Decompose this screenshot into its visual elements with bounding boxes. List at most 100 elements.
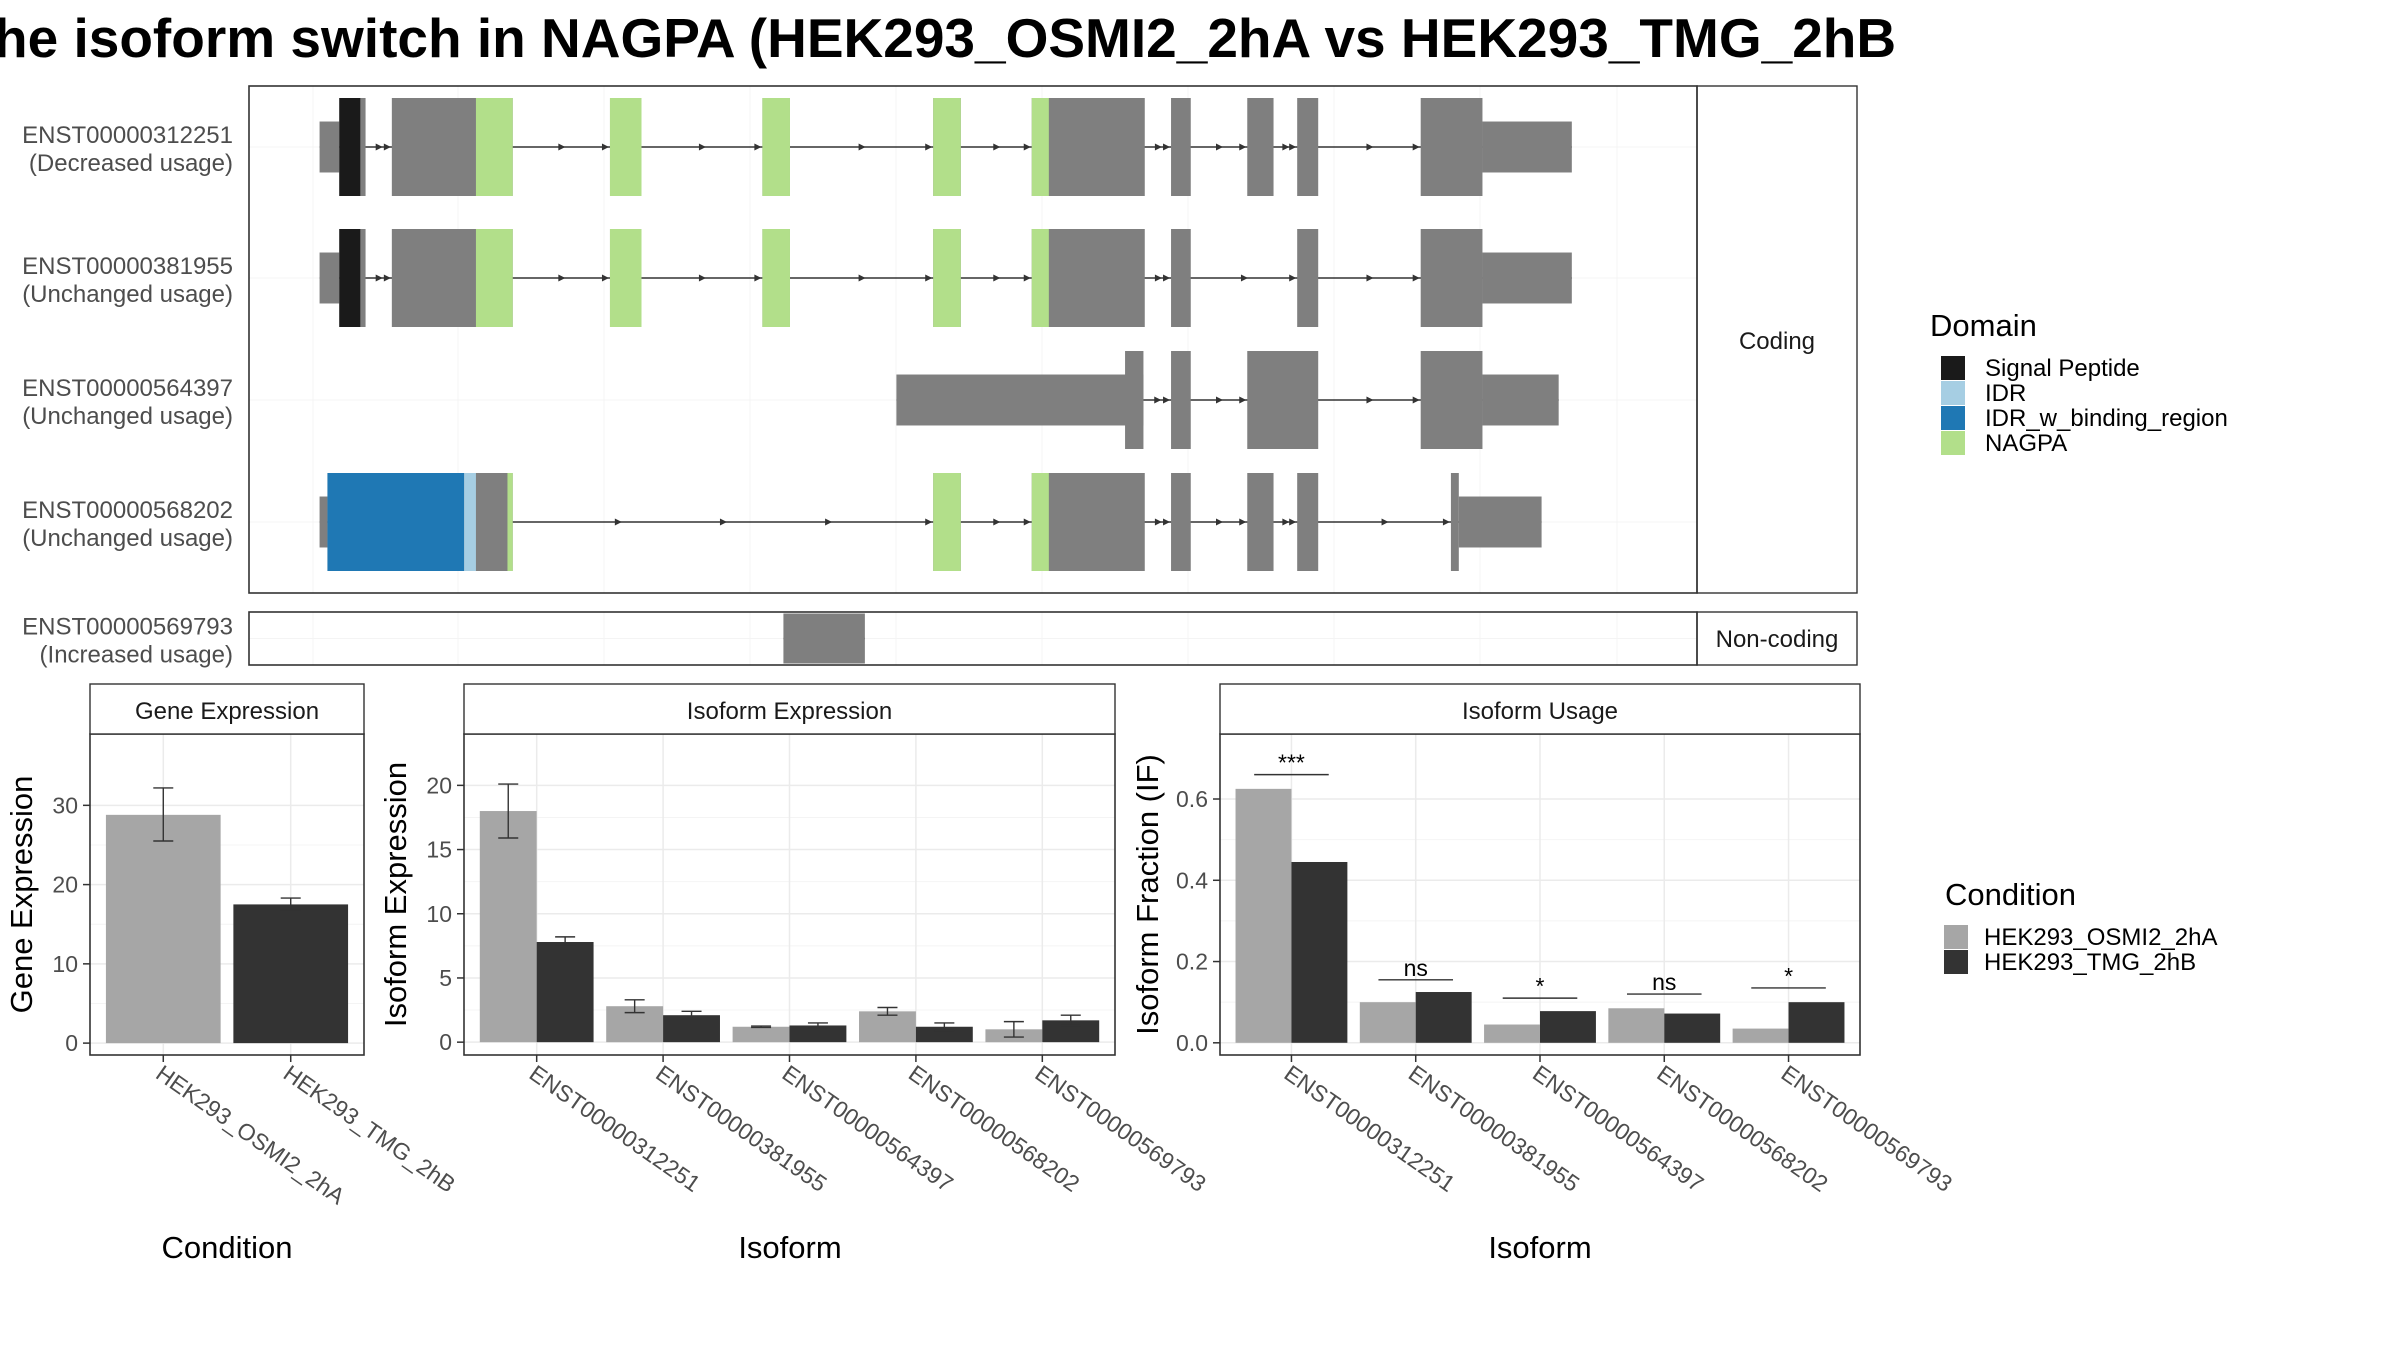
- intron-arrow: [993, 143, 1001, 151]
- utr-exon: [1482, 374, 1559, 426]
- coding-exon: [1031, 229, 1145, 327]
- intron-arrow: [1163, 518, 1171, 526]
- y-tick-label: 10: [426, 901, 452, 927]
- transcript-usage-label: (Unchanged usage): [22, 525, 233, 552]
- bar-HEK293_TMG_2hB: [1540, 1011, 1596, 1043]
- intron-arrow: [825, 518, 833, 526]
- transcript-usage-label: (Decreased usage): [29, 150, 233, 177]
- strip-title-box: [89, 683, 365, 735]
- significance-label: ns: [1652, 969, 1676, 995]
- intron-arrow: [1023, 518, 1031, 526]
- significance-label: *: [1536, 973, 1545, 999]
- intron-arrow: [1282, 518, 1290, 526]
- coding-exon: [1171, 473, 1191, 571]
- legend-label-idr: IDR: [1985, 380, 2026, 407]
- intron-arrow: [375, 274, 383, 282]
- intron-arrow: [993, 274, 1001, 282]
- y-axis-title: Isoform Expression: [378, 762, 413, 1027]
- x-axis-title: Isoform: [738, 1230, 841, 1265]
- domain-nagpa: [762, 98, 790, 196]
- legend-swatch-condition-b: [1944, 950, 1968, 974]
- transcript-id-label: ENST00000564397: [22, 375, 233, 402]
- intron-arrow: [1412, 274, 1420, 282]
- domain-nagpa: [1031, 98, 1049, 196]
- chart-title: Isoform Usage: [1462, 698, 1618, 725]
- strip-title-box: [463, 683, 1116, 735]
- coding-exon: [1171, 351, 1191, 449]
- y-tick-label: 5: [439, 965, 452, 991]
- transcript-id-label: ENST00000568202: [22, 497, 233, 524]
- utr-exon: [319, 252, 340, 304]
- utr-exon: [896, 374, 1144, 426]
- utr-exon: [1482, 121, 1572, 173]
- figure-title: he isoform switch in NAGPA (HEK293_OSMI2…: [0, 7, 1896, 69]
- y-axis-title: Isoform Fraction (IF): [1130, 754, 1165, 1035]
- coding-exon: [1125, 351, 1144, 449]
- intron-arrow: [614, 518, 622, 526]
- legend-domain: Domain Signal PeptideIDRIDR_w_binding_reg…: [1930, 308, 2228, 457]
- bar-HEK293_OSMI2_2hA: [1484, 1024, 1540, 1043]
- strip-title-box: [1219, 683, 1861, 735]
- domain-idr-w-binding-region: [327, 473, 465, 571]
- noncoding-panel-frame: [248, 611, 1698, 666]
- bar-HEK293_TMG_2hB: [789, 1025, 847, 1043]
- strip-coding: [1696, 85, 1858, 594]
- domain-nagpa: [609, 229, 642, 327]
- transcript-structure-panel: Coding Non-coding ENST00000312251(Decrease…: [22, 85, 1858, 669]
- bar-HEK293_TMG_2hB: [1291, 861, 1348, 1043]
- y-tick-label: 10: [52, 951, 78, 977]
- y-tick-label: 0: [65, 1030, 78, 1056]
- domain-nagpa: [933, 229, 961, 327]
- intron-arrow: [558, 143, 566, 151]
- intron-arrow: [719, 518, 727, 526]
- y-tick-label: 0.2: [1176, 949, 1208, 975]
- intron-arrow: [1412, 396, 1420, 404]
- transcript-ENST00000569793: [783, 613, 865, 664]
- x-axis-title: Isoform: [1488, 1230, 1591, 1265]
- intron-arrow: [1282, 143, 1290, 151]
- intron-arrow: [1163, 143, 1171, 151]
- domain-nagpa: [762, 229, 790, 327]
- y-tick-label: 15: [426, 837, 452, 863]
- domain-nagpa: [475, 98, 513, 196]
- coding-exon: [1031, 98, 1145, 196]
- coding-exon: [1247, 473, 1274, 571]
- legend-label-nagpa: NAGPA: [1985, 430, 2067, 457]
- intron-arrow: [601, 274, 609, 282]
- chart-title: Gene Expression: [135, 698, 319, 725]
- legend-swatch-idr: [1941, 381, 1965, 405]
- intron-arrow: [754, 274, 762, 282]
- bar-HEK293_OSMI2_2hA: [1359, 1002, 1416, 1043]
- utr-exon: [319, 496, 328, 548]
- intron-arrow: [1412, 143, 1420, 151]
- bar-HEK293_TMG_2hB: [1415, 992, 1472, 1043]
- legend-label-idr-w-binding-region: IDR_w_binding_region: [1985, 405, 2228, 432]
- strip-noncoding: [1696, 611, 1858, 666]
- intron-arrow: [1239, 518, 1247, 526]
- utr-exon: [1458, 496, 1542, 548]
- intron-arrow: [1366, 396, 1374, 404]
- coding-exon: [1171, 229, 1191, 327]
- coding-exon: [1297, 98, 1319, 196]
- transcript-ENST00000381955: [319, 229, 1572, 327]
- bar-HEK293_OSMI2_2hA: [105, 814, 221, 1044]
- coding-exon: [1297, 473, 1319, 571]
- coding-exon: [1171, 98, 1191, 196]
- transcript-usage-label: (Unchanged usage): [22, 281, 233, 308]
- legend-label-condition-b: HEK293_TMG_2hB: [1984, 949, 2196, 976]
- bar-HEK293_TMG_2hB: [1664, 1013, 1721, 1043]
- coding-exon: [1420, 229, 1483, 327]
- intron-arrow: [1289, 518, 1297, 526]
- domain-nagpa: [933, 473, 961, 571]
- intron-arrow: [383, 274, 391, 282]
- legend-swatch-nagpa: [1941, 431, 1965, 455]
- intron-arrow: [1381, 518, 1389, 526]
- transcript-usage-label: (Increased usage): [40, 642, 233, 669]
- intron-arrow: [1289, 274, 1297, 282]
- transcript-ENST00000564397: [896, 351, 1559, 449]
- intron-arrow: [375, 143, 383, 151]
- intron-arrow: [925, 274, 933, 282]
